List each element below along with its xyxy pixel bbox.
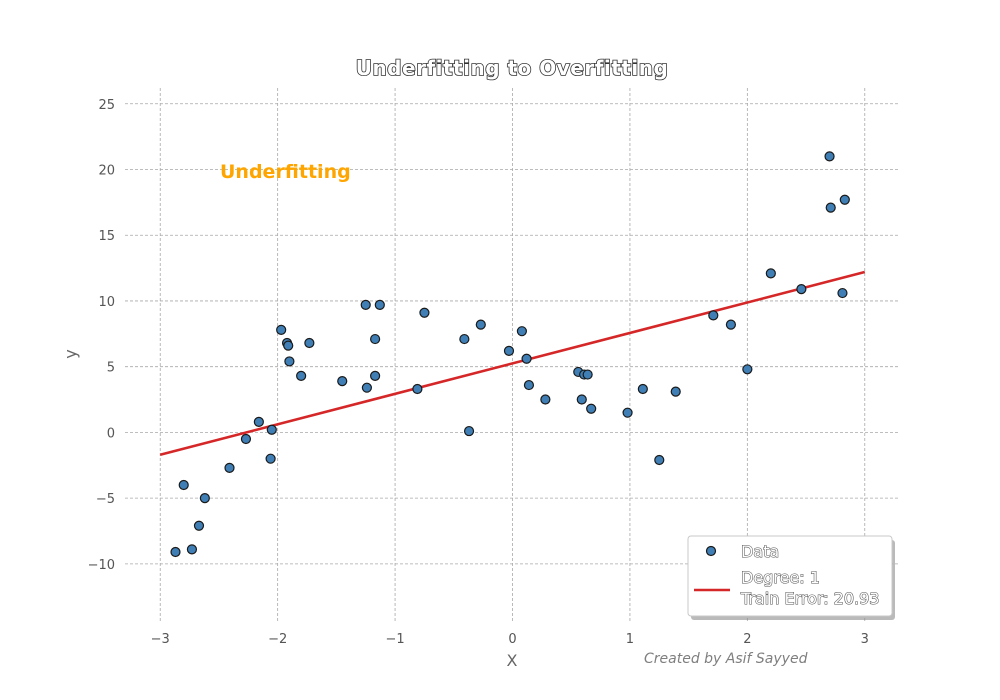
data-point [708,310,719,321]
data-point [459,333,470,345]
data-point [374,299,385,310]
data-point [284,356,295,367]
data-point [283,340,294,351]
fit-line-layer [159,270,866,457]
data-point [178,479,189,491]
data-point [240,433,252,445]
data-point [463,425,475,437]
y-tick-label: 15 [98,229,115,244]
y-tick-label: 25 [98,98,115,113]
y-tick-labels: −10 −5 0 5 10 15 20 25 [88,98,115,573]
legend-data-marker [705,545,717,557]
data-point [516,326,527,337]
data-point [296,370,307,381]
x-tick-label: 0 [508,632,516,647]
legend-line-label-degree: Degree: 1 [741,568,820,587]
y-tick-label: 0 [107,426,115,441]
data-point [576,394,587,405]
x-tick-label: −1 [385,632,404,647]
data-point [765,268,776,279]
grid [125,88,900,623]
annotation-underfitting: Underfitting [220,161,351,183]
data-point [582,369,593,380]
data-point [337,376,348,387]
data-point [361,382,372,393]
legend-line-label-error: Train Error: 20.93 [740,589,879,608]
y-tick-label: −5 [96,492,115,507]
data-point [796,284,807,295]
data-point [276,324,287,335]
x-tick-label: −3 [151,632,170,647]
data-points [170,151,850,558]
data-point [521,353,532,364]
data-point [193,520,205,531]
x-tick-label: 3 [861,632,869,647]
legend-data-label: Data [741,542,779,561]
data-point [839,194,850,205]
chart-title: Underfitting to Overfitting [356,56,669,80]
legend: Data Degree: 1 Train Error: 20.93 [687,535,895,620]
data-point [503,345,515,356]
y-tick-label: 10 [98,295,115,310]
data-point [637,383,648,395]
data-point [824,151,835,162]
y-tick-label: 20 [98,163,115,178]
fit-line-degree-1 [159,270,866,457]
data-point [186,544,198,555]
x-tick-label: 1 [626,632,634,647]
y-axis-label: y [61,349,80,358]
y-tick-label: −10 [88,558,115,573]
data-point [266,424,277,435]
data-point [304,337,315,349]
data-point [370,333,381,345]
data-point [370,370,381,381]
data-point [586,403,597,414]
data-point [224,462,235,473]
data-point [670,386,681,397]
x-tick-label: 2 [743,632,751,647]
data-point [742,364,753,375]
x-tick-label: −2 [268,632,287,647]
credit-text: Created by Asif Sayyed [644,651,808,667]
data-point [540,394,551,405]
data-point [654,454,665,466]
x-tick-labels: −3 −2 −1 0 1 2 3 [151,632,869,647]
data-point [199,493,210,504]
data-point [170,546,181,558]
data-point [523,379,535,391]
data-point [475,319,486,330]
legend-box [687,535,893,617]
data-point [253,416,264,427]
data-point [265,453,276,464]
x-axis-label: X [507,651,518,670]
y-tick-label: 5 [107,361,115,376]
data-point [360,299,371,310]
data-point [412,383,423,395]
data-point [725,319,737,330]
data-point [825,202,836,213]
data-point [419,307,430,318]
data-point [837,287,848,299]
data-point [622,407,633,418]
